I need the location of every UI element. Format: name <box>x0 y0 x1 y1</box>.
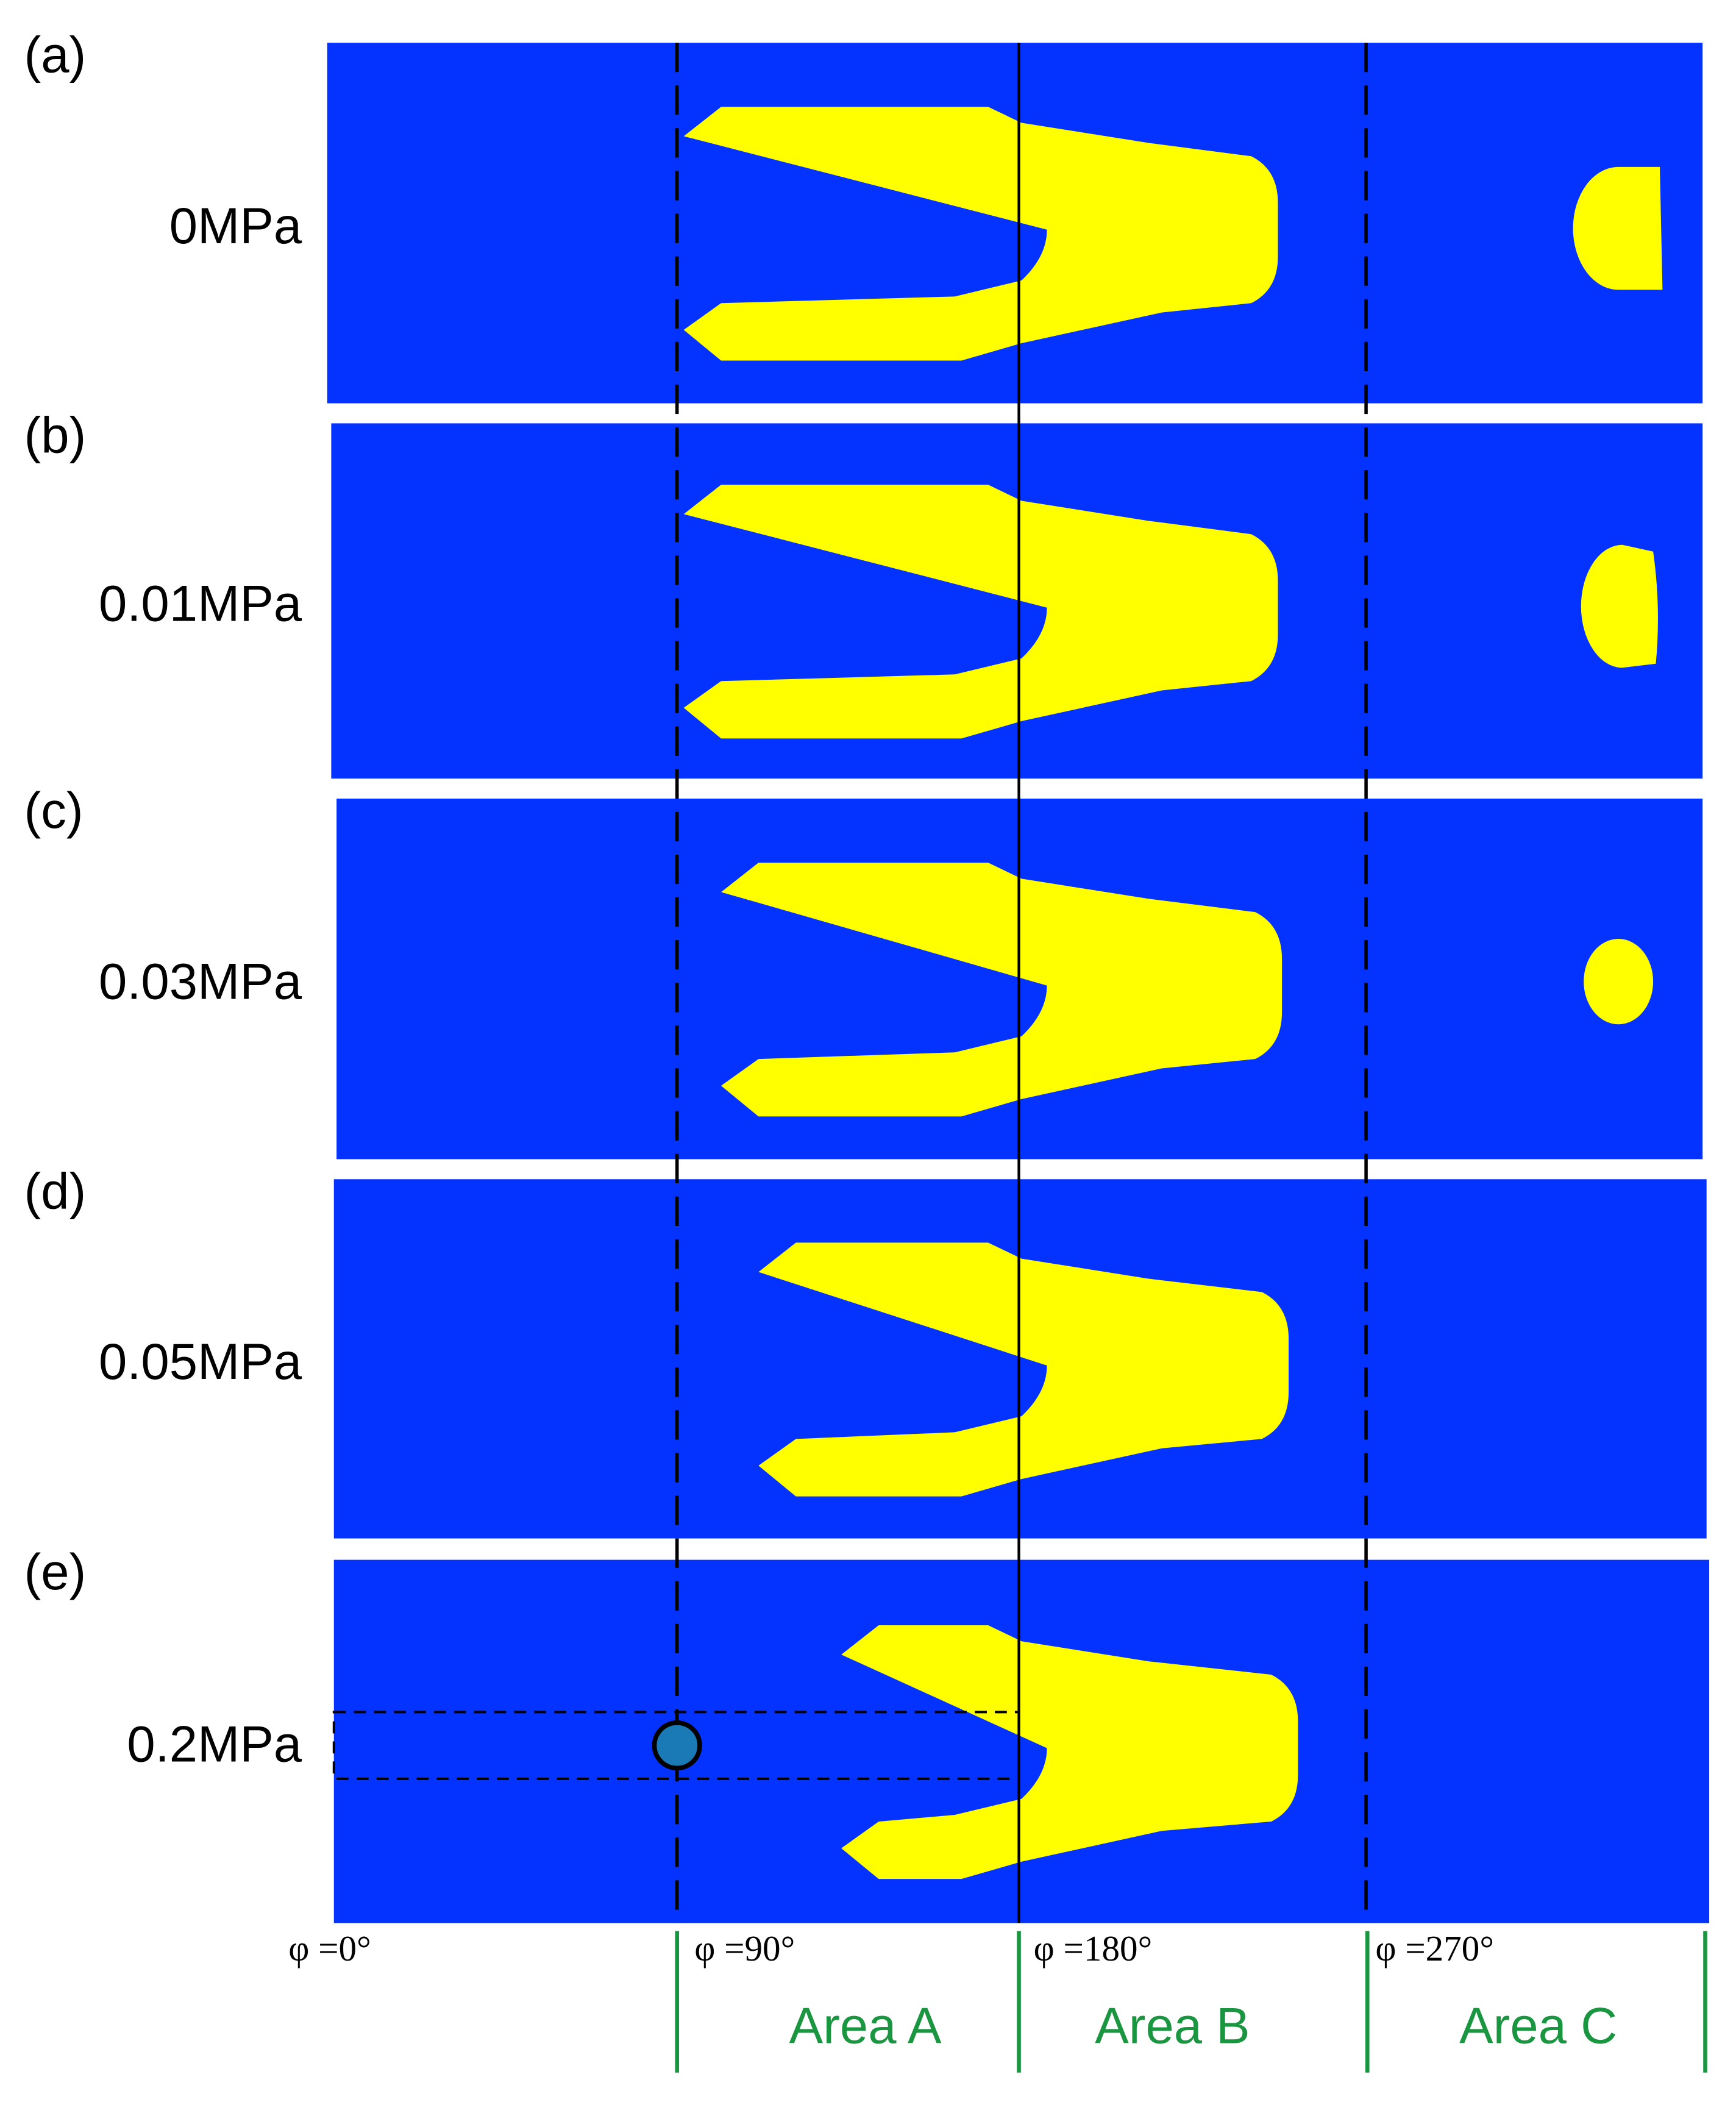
yellow-region <box>683 485 1278 739</box>
pressure-label: 0MPa <box>169 198 302 254</box>
overlay: φ =0° φ =90° φ =180° φ =270° Area A Area… <box>288 43 1707 2073</box>
panel-background <box>333 1559 1710 1923</box>
yellow-blob <box>1581 544 1658 668</box>
pressure-label: 0.2MPa <box>127 1715 302 1772</box>
area-label: Area A <box>789 1998 942 2054</box>
yellow-region <box>758 1242 1289 1497</box>
pressure-label: 0.01MPa <box>99 575 302 632</box>
area-label: Area B <box>1095 1998 1250 2054</box>
yellow-region <box>721 863 1282 1117</box>
panel: (d) 0.05MPa <box>24 1163 1707 1539</box>
panel: (c) 0.03MPa <box>24 782 1703 1160</box>
angle-label: φ =270° <box>1375 1928 1494 1968</box>
marker-circle <box>652 1720 702 1771</box>
panel-label: (d) <box>24 1163 87 1220</box>
panel: (b) 0.01MPa <box>24 407 1703 779</box>
panels: (a) 0MPa (b) 0.01MPa (c) 0.03MPa (d) 0.05MPa (e)… <box>24 26 1710 1923</box>
panel-background <box>327 43 1703 404</box>
yellow-blob <box>1573 166 1663 290</box>
area-label: Area C <box>1459 1998 1617 2054</box>
angle-label: φ =0° <box>288 1928 371 1968</box>
yellow-region <box>841 1625 1298 1879</box>
yellow-region <box>683 107 1278 361</box>
panel-label: (b) <box>24 407 87 464</box>
pressure-label: 0.05MPa <box>99 1333 302 1390</box>
panel-label: (c) <box>24 782 84 839</box>
dashed-box <box>332 1711 1020 1780</box>
pressure-label: 0.03MPa <box>99 953 302 1010</box>
panel: (e) 0.2MPa <box>24 1544 1710 1923</box>
panel-label: (e) <box>24 1544 87 1600</box>
panel: (a) 0MPa <box>24 26 1703 404</box>
yellow-blob <box>1584 938 1654 1025</box>
panel-background <box>333 1179 1707 1539</box>
angle-label: φ =180° <box>1034 1928 1153 1968</box>
panel-background <box>331 423 1703 779</box>
angle-label: φ =90° <box>694 1928 795 1968</box>
panel-label: (a) <box>24 26 87 83</box>
